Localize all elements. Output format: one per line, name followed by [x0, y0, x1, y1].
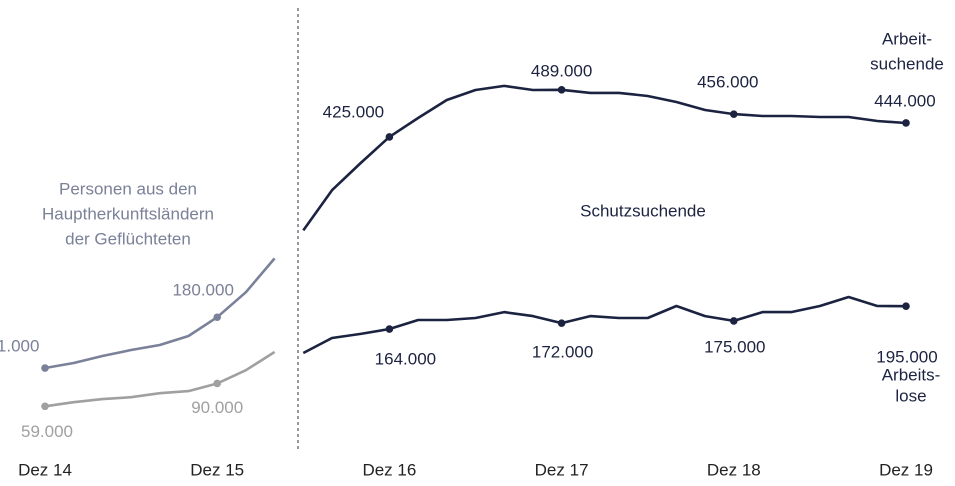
- x-tick-label: Dez 18: [707, 460, 761, 479]
- series-line: [44, 350, 276, 408]
- series-name: Arbeit-: [882, 29, 932, 48]
- data-point: [730, 317, 738, 325]
- data-label: 456.000: [697, 73, 758, 92]
- data-label: 195.000: [876, 348, 937, 367]
- data-label: 164.000: [375, 349, 436, 368]
- series-line: [44, 257, 276, 370]
- series-name: Hauptherkunftsländern: [42, 204, 214, 223]
- series-line: [302, 295, 907, 355]
- series-name: lose: [895, 386, 926, 405]
- data-point: [557, 86, 566, 94]
- data-label: 111.000: [0, 337, 39, 356]
- x-tick-label: Dez 14: [18, 460, 72, 479]
- x-tick-label: Dez 19: [879, 460, 933, 479]
- annotation: Schutzsuchende: [580, 201, 706, 220]
- series-name: Arbeits-: [882, 365, 941, 384]
- data-point: [730, 110, 738, 118]
- data-label: 489.000: [531, 61, 592, 80]
- series-line: [302, 84, 907, 232]
- data-label: 425.000: [323, 102, 384, 121]
- data-point: [41, 402, 49, 411]
- data-point: [385, 325, 394, 333]
- data-label: 90.000: [191, 398, 243, 417]
- data-point: [902, 302, 910, 311]
- data-point: [213, 379, 221, 388]
- data-label: 180.000: [172, 281, 233, 300]
- x-tick-label: Dez 17: [535, 460, 589, 479]
- data-point: [902, 119, 910, 127]
- series-name: Personen aus den: [59, 179, 197, 198]
- data-label: 175.000: [704, 337, 765, 356]
- series-name: der Geflüchteten: [65, 229, 191, 248]
- data-point: [385, 133, 394, 141]
- data-point: [557, 319, 566, 327]
- data-point: [41, 364, 49, 372]
- data-label: 444.000: [874, 91, 935, 110]
- data-label: 59.000: [21, 422, 73, 441]
- x-tick-label: Dez 15: [190, 460, 244, 479]
- data-label: 172.000: [532, 343, 593, 362]
- x-tick-label: Dez 16: [362, 460, 416, 479]
- data-point: [213, 313, 221, 322]
- series-name: suchende: [870, 54, 944, 73]
